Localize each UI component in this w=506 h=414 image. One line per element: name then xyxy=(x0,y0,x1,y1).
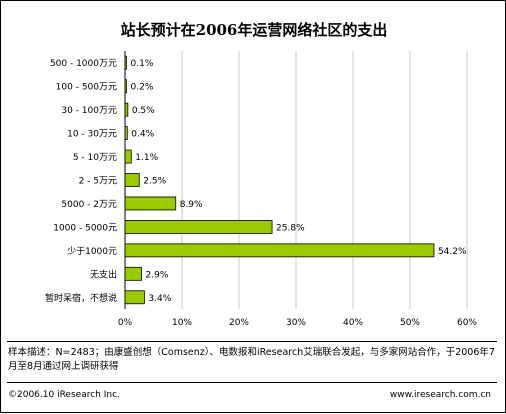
category-label: 5000 - 2万元 xyxy=(61,200,117,210)
chart-title: 站长预计在2006年运营网络社区的支出 xyxy=(120,21,388,39)
x-tick-label: 50% xyxy=(400,318,420,328)
category-label: 5 - 10万元 xyxy=(73,153,117,163)
category-label: 无支出 xyxy=(90,268,117,280)
footer-bottom-rule xyxy=(7,382,497,383)
category-label: 暂时呆宿，不想说 xyxy=(45,292,117,304)
category-label: 10 - 30万元 xyxy=(67,130,117,140)
bar xyxy=(124,79,127,94)
value-label: 0.4% xyxy=(131,130,154,140)
bar xyxy=(124,55,127,70)
x-tick-label: 0% xyxy=(118,318,133,328)
value-label: 54.2% xyxy=(438,247,467,257)
bar xyxy=(124,102,129,117)
x-tick-label: 20% xyxy=(229,318,249,328)
bar xyxy=(124,126,128,140)
grid-lines xyxy=(124,51,468,309)
copyright-text: ©2006.10 iResearch Inc. xyxy=(8,390,120,400)
labels: 0% 10% 20% 30% 40% 50% 60% 500 - 1000万元 0.1% 100 … xyxy=(45,59,477,328)
bar xyxy=(124,196,177,211)
category-label: 500 - 1000万元 xyxy=(50,59,117,69)
category-label: 少于1000元 xyxy=(67,246,117,257)
bar xyxy=(124,243,435,258)
bars xyxy=(124,55,435,305)
bar xyxy=(124,173,140,187)
category-label: 1000 - 5000元 xyxy=(53,223,117,233)
x-tick-label: 40% xyxy=(343,318,363,328)
value-label: 0.2% xyxy=(131,83,154,93)
value-label: 2.9% xyxy=(146,270,169,280)
category-label: 100 - 500万元 xyxy=(56,83,117,93)
category-label: 2 - 5万元 xyxy=(79,177,117,187)
value-label: 0.5% xyxy=(132,106,155,116)
x-tick-label: 30% xyxy=(286,318,306,328)
x-tick-label: 60% xyxy=(457,318,477,328)
sample-note: 样本描述：N=2483；由康盛创想（Comsenz）、电数报和iResearch… xyxy=(8,347,495,372)
footer-top-rule xyxy=(7,341,497,342)
website-text: www.iresearch.com.cn xyxy=(389,390,491,400)
bar xyxy=(124,220,273,234)
value-label: 3.4% xyxy=(148,294,171,304)
category-label: 30 - 100万元 xyxy=(61,106,117,116)
bar xyxy=(124,290,145,305)
value-label: 25.8% xyxy=(276,223,305,233)
value-label: 8.9% xyxy=(180,200,203,210)
value-label: 0.1% xyxy=(131,59,154,69)
bar xyxy=(124,149,132,164)
x-tick-label: 10% xyxy=(172,318,192,328)
value-label: 1.1% xyxy=(135,153,158,163)
bar xyxy=(124,266,142,281)
value-label: 2.5% xyxy=(143,177,166,187)
